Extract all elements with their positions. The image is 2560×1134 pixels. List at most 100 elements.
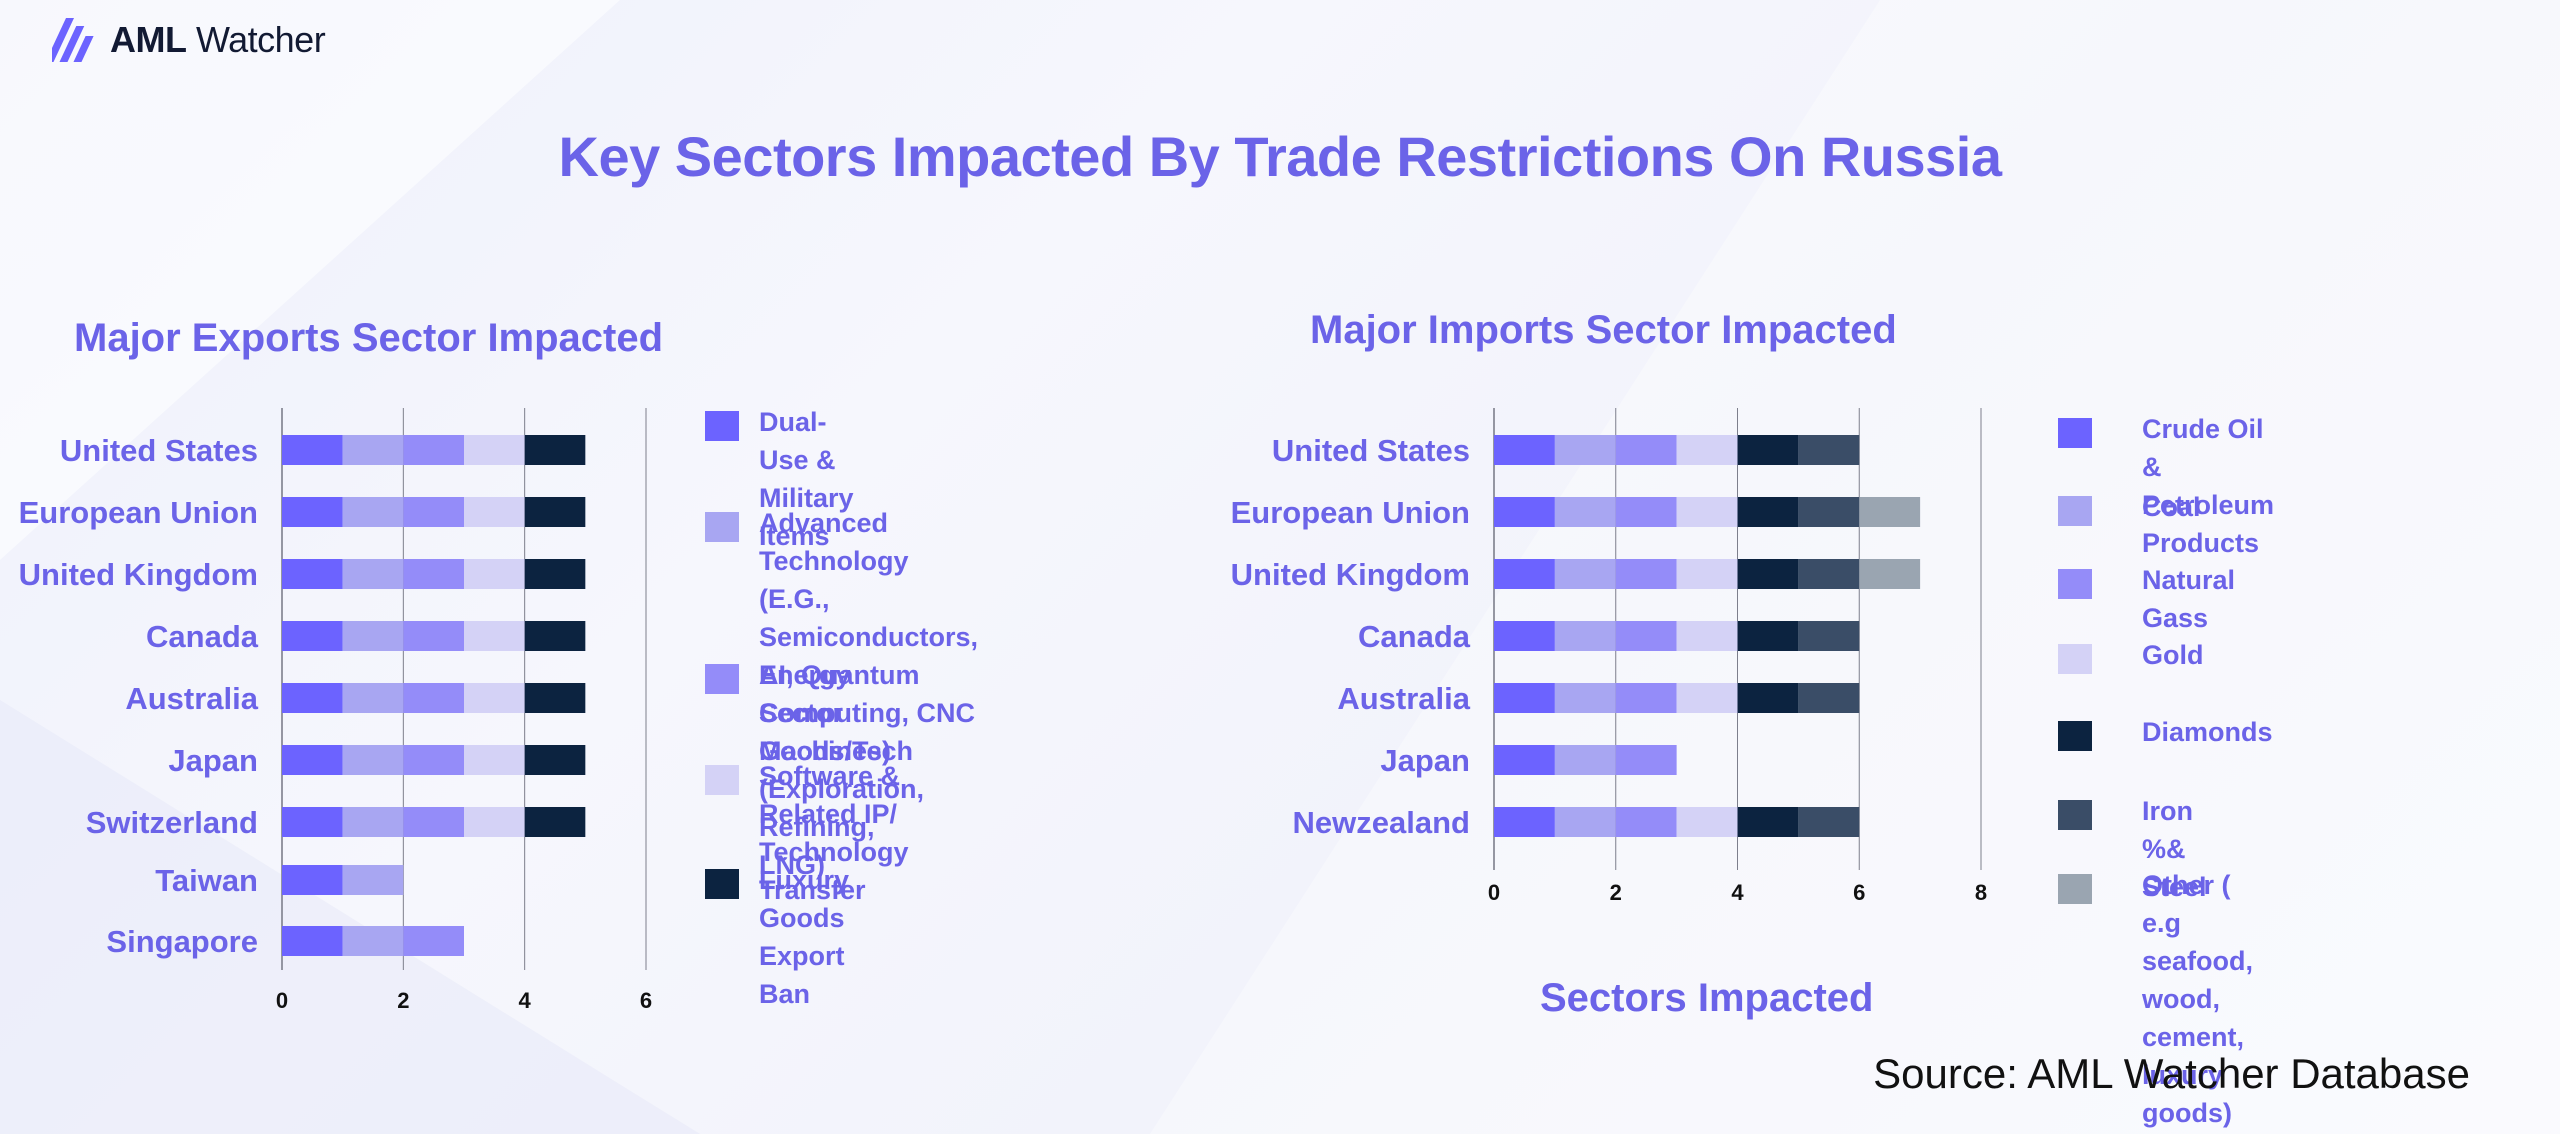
imports-bar-japan-3 <box>1615 745 1677 775</box>
exports-x-tick-label: 6 <box>640 988 652 1013</box>
imports-bar-united-kingdom-6 <box>1798 559 1860 589</box>
exports-bar-united-states-3 <box>403 435 464 465</box>
imports-category-label: United States <box>1272 433 1470 468</box>
imports-x-tick-label: 6 <box>1853 880 1865 905</box>
logo-text: AML Watcher <box>110 19 326 60</box>
exports-legend-label: Advanced Technology (E.G., Semiconductors… <box>759 508 979 766</box>
imports-legend-swatch <box>2058 418 2092 448</box>
imports-category-label: Newzealand <box>1293 805 1470 840</box>
imports-bar-united-states-4 <box>1676 435 1738 465</box>
imports-x-tick-label: 2 <box>1610 880 1622 905</box>
imports-legend-label: Iron %& Steel <box>2142 796 2207 902</box>
exports-bar-switzerland-1 <box>282 807 343 837</box>
imports-bar-united-states-1 <box>1494 435 1555 465</box>
imports-bar-newzealand-1 <box>1494 807 1555 837</box>
imports-legend-item: Natural Gass <box>2058 561 2235 637</box>
exports-bar-singapore-1 <box>282 926 343 956</box>
imports-bar-australia-4 <box>1676 683 1738 713</box>
imports-bar-united-kingdom-4 <box>1676 559 1738 589</box>
exports-chart-title: Major Exports Sector Impacted <box>74 316 664 360</box>
exports-bar-singapore-2 <box>342 926 404 956</box>
imports-bar-european-union-2 <box>1554 497 1616 527</box>
exports-bar-united-states-1 <box>282 435 343 465</box>
exports-bar-japan-1 <box>282 745 343 775</box>
exports-legend-label: Energy Sector Goods/Tech (Exploration, Re… <box>759 660 925 880</box>
exports-bar-canada-4 <box>464 621 525 651</box>
exports-bar-european-union-1 <box>282 497 343 527</box>
exports-category-label: Switzerland <box>86 805 258 840</box>
exports-bar-taiwan-1 <box>282 865 343 895</box>
exports-bar-european-union-2 <box>342 497 404 527</box>
imports-x-axis-title: Sectors Impacted <box>1540 976 1874 1020</box>
exports-bar-japan-4 <box>464 745 525 775</box>
exports-bar-taiwan-2 <box>342 865 404 895</box>
imports-bar-australia-6 <box>1798 683 1860 713</box>
imports-legend-swatch <box>2058 496 2092 526</box>
exports-bar-australia-2 <box>342 683 404 713</box>
exports-legend-item: Software & Related IP/Technology Transfe… <box>705 757 909 909</box>
exports-bar-australia-1 <box>282 683 343 713</box>
imports-legend-swatch <box>2058 721 2092 751</box>
imports-chart-title: Major Imports Sector Impacted <box>1310 308 1897 352</box>
imports-legend-swatch <box>2058 874 2092 904</box>
imports-bar-european-union-7 <box>1859 497 1921 527</box>
exports-bar-european-union-4 <box>464 497 525 527</box>
imports-legend-item: Diamonds <box>2058 713 2273 751</box>
exports-bar-australia-5 <box>524 683 586 713</box>
imports-bar-canada-2 <box>1554 621 1616 651</box>
imports-x-tick-label: 4 <box>1731 880 1744 905</box>
imports-legend-item: Other ( e.g seafood, wood, cement, luxury… <box>2058 866 2253 1132</box>
exports-category-label: United Kingdom <box>19 557 258 592</box>
imports-legend-label: Crude Oil & Petroleum Products <box>2142 414 2275 558</box>
exports-bar-singapore-3 <box>403 926 464 956</box>
imports-bar-australia-5 <box>1737 683 1799 713</box>
exports-x-tick-label: 2 <box>397 988 409 1013</box>
exports-legend-label: Luxury Goods Export Ban <box>759 865 850 1009</box>
imports-bar-canada-1 <box>1494 621 1555 651</box>
exports-category-label: Japan <box>168 743 258 778</box>
exports-bar-united-states-5 <box>524 435 586 465</box>
exports-legend-swatch <box>705 664 739 694</box>
exports-bar-united-kingdom-3 <box>403 559 464 589</box>
exports-bar-switzerland-4 <box>464 807 525 837</box>
imports-bar-european-union-5 <box>1737 497 1799 527</box>
exports-legend-label: Software & Related IP/Technology Transfe… <box>759 761 909 905</box>
exports-legend-label: Dual-Use & Military Items <box>759 407 854 551</box>
exports-bar-australia-3 <box>403 683 464 713</box>
exports-bar-switzerland-5 <box>524 807 586 837</box>
imports-bar-japan-1 <box>1494 745 1555 775</box>
exports-bar-united-kingdom-4 <box>464 559 525 589</box>
exports-legend-item: Dual-Use & Military Items <box>705 403 854 555</box>
exports-bar-canada-2 <box>342 621 404 651</box>
exports-bar-japan-3 <box>403 745 464 775</box>
exports-legend-swatch <box>705 512 739 542</box>
exports-bar-united-kingdom-2 <box>342 559 404 589</box>
exports-bar-switzerland-3 <box>403 807 464 837</box>
imports-legend-label: Other ( e.g seafood, wood, cement, luxury… <box>2142 870 2254 1128</box>
imports-bar-newzealand-3 <box>1615 807 1677 837</box>
exports-legend-item: Advanced Technology (E.G., Semiconductors… <box>705 504 978 770</box>
imports-category-label: Australia <box>1337 681 1470 716</box>
imports-bar-european-union-6 <box>1798 497 1860 527</box>
imports-legend-item: Iron %& Steel <box>2058 792 2207 906</box>
source-note: Source: AML Watcher Database <box>1873 1050 2470 1097</box>
exports-bar-united-states-2 <box>342 435 404 465</box>
exports-legend-item: Luxury Goods Export Ban <box>705 861 849 1013</box>
exports-bar-australia-4 <box>464 683 525 713</box>
imports-bar-european-union-3 <box>1615 497 1677 527</box>
imports-bar-newzealand-4 <box>1676 807 1738 837</box>
imports-bar-united-states-2 <box>1554 435 1616 465</box>
exports-bar-canada-5 <box>524 621 586 651</box>
imports-bar-united-kingdom-3 <box>1615 559 1677 589</box>
imports-bar-united-states-5 <box>1737 435 1799 465</box>
imports-category-label: Canada <box>1358 619 1471 654</box>
exports-category-label: European Union <box>19 495 258 530</box>
imports-bar-japan-2 <box>1554 745 1616 775</box>
imports-bar-australia-2 <box>1554 683 1616 713</box>
imports-legend-label: Gold <box>2142 640 2204 670</box>
imports-bar-newzealand-6 <box>1798 807 1860 837</box>
exports-bar-japan-5 <box>524 745 586 775</box>
imports-legend-label: Coal <box>2142 492 2201 522</box>
